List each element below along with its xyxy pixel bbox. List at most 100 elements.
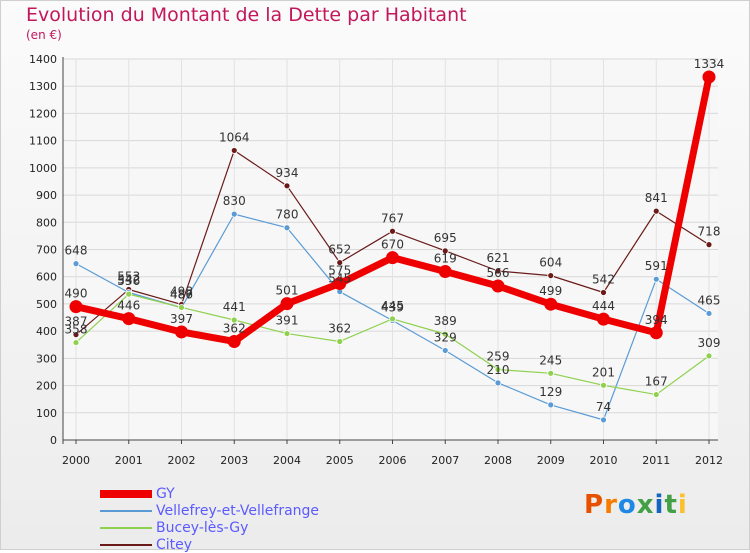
legend-item-bucey: Bucey-lès-Gy bbox=[100, 519, 319, 536]
data-label-citey-2005: 652 bbox=[328, 243, 351, 257]
data-label-bucey-l-s-gy-2007: 389 bbox=[434, 314, 457, 328]
chart-title: Evolution du Montant de la Dette par Hab… bbox=[26, 4, 467, 26]
legend-swatch-gy bbox=[100, 489, 152, 498]
data-label-citey-2002: 498 bbox=[170, 284, 193, 298]
point-citey-2011 bbox=[652, 207, 660, 215]
point-gy-2010 bbox=[597, 312, 610, 326]
point-bucey-l-s-gy-2008 bbox=[494, 366, 502, 373]
legend-swatch-vellefrey bbox=[100, 509, 152, 512]
data-label-gy-2004: 501 bbox=[276, 284, 299, 298]
data-label-vellefrey-et-vellefrange-2004: 780 bbox=[276, 208, 299, 222]
point-gy-2009 bbox=[544, 297, 558, 311]
x-tick-label-2009: 2009 bbox=[537, 454, 565, 467]
data-label-citey-2009: 604 bbox=[539, 256, 562, 270]
data-label-gy-2011: 394 bbox=[645, 313, 668, 327]
point-gy-2007 bbox=[438, 265, 452, 279]
point-citey-2012 bbox=[705, 241, 713, 249]
point-citey-2004 bbox=[283, 182, 291, 190]
point-gy-2012 bbox=[702, 70, 716, 84]
data-label-citey-2011: 841 bbox=[645, 191, 668, 205]
data-label-bucey-l-s-gy-2001: 536 bbox=[117, 274, 140, 288]
data-label-vellefrey-et-vellefrange-2002: 486 bbox=[170, 288, 193, 302]
data-label-gy-2006: 670 bbox=[381, 238, 404, 252]
point-bucey-l-s-gy-2001 bbox=[125, 290, 133, 298]
y-tick-label-900: 900 bbox=[36, 189, 57, 202]
data-label-gy-2005: 575 bbox=[328, 264, 351, 278]
point-vellefrey-et-vellefrange-2008 bbox=[494, 379, 502, 387]
point-gy-2003 bbox=[227, 334, 241, 348]
data-label-citey-2006: 767 bbox=[381, 211, 404, 225]
y-tick-label-1300: 1300 bbox=[29, 80, 57, 93]
data-label-vellefrey-et-vellefrange-2009: 129 bbox=[539, 385, 562, 399]
point-bucey-l-s-gy-2011 bbox=[652, 391, 660, 398]
y-tick-label-1400: 1400 bbox=[29, 53, 57, 66]
point-citey-2009 bbox=[547, 272, 555, 280]
point-vellefrey-et-vellefrange-2000 bbox=[72, 260, 80, 268]
point-gy-2006 bbox=[386, 251, 399, 265]
point-bucey-l-s-gy-2004 bbox=[283, 330, 291, 337]
point-gy-2001 bbox=[122, 312, 136, 326]
data-label-citey-2000: 387 bbox=[65, 315, 88, 329]
y-tick-label-0: 0 bbox=[50, 434, 57, 447]
point-vellefrey-et-vellefrange-2009 bbox=[547, 401, 555, 409]
data-label-bucey-l-s-gy-2002: 487 bbox=[170, 287, 193, 301]
point-bucey-l-s-gy-2009 bbox=[547, 369, 555, 377]
point-bucey-l-s-gy-2003 bbox=[230, 316, 238, 324]
point-gy-2008 bbox=[491, 279, 505, 293]
y-tick-label-1000: 1000 bbox=[29, 162, 57, 175]
point-bucey-l-s-gy-2012 bbox=[705, 352, 713, 360]
data-label-vellefrey-et-vellefrange-2012: 465 bbox=[698, 293, 721, 307]
x-tick-label-2003: 2003 bbox=[220, 454, 248, 467]
x-tick-label-2010: 2010 bbox=[590, 454, 618, 467]
y-tick-label-600: 600 bbox=[36, 271, 57, 284]
data-label-gy-2002: 397 bbox=[170, 312, 193, 326]
y-tick-label-1100: 1100 bbox=[29, 135, 57, 148]
x-tick-label-2007: 2007 bbox=[431, 454, 459, 467]
legend-item-gy: GY bbox=[100, 485, 319, 502]
data-label-citey-2004: 934 bbox=[276, 166, 299, 180]
data-label-citey-2012: 718 bbox=[698, 225, 721, 239]
data-label-citey-2007: 695 bbox=[434, 231, 457, 245]
data-label-gy-2012: 1334 bbox=[694, 57, 725, 71]
data-label-gy-2001: 446 bbox=[117, 299, 140, 313]
point-bucey-l-s-gy-2010 bbox=[600, 381, 607, 389]
point-vellefrey-et-vellefrange-2007 bbox=[441, 347, 449, 354]
x-tick-label-2008: 2008 bbox=[484, 454, 512, 467]
y-tick-label-100: 100 bbox=[36, 407, 57, 420]
point-gy-2011 bbox=[649, 326, 663, 340]
data-label-gy-2009: 499 bbox=[539, 284, 562, 298]
data-label-vellefrey-et-vellefrange-2003: 830 bbox=[223, 194, 246, 208]
chart-subtitle: (en €) bbox=[26, 28, 62, 42]
point-bucey-l-s-gy-2006 bbox=[389, 315, 396, 323]
data-label-vellefrey-et-vellefrange-2008: 210 bbox=[487, 363, 510, 377]
point-citey-2006 bbox=[389, 227, 396, 235]
data-label-bucey-l-s-gy-2012: 309 bbox=[698, 336, 721, 350]
x-tick-label-2000: 2000 bbox=[62, 454, 90, 467]
data-label-gy-2010: 444 bbox=[592, 299, 615, 313]
point-citey-2005 bbox=[336, 259, 344, 266]
point-gy-2004 bbox=[280, 297, 294, 311]
point-bucey-l-s-gy-2002 bbox=[178, 304, 185, 311]
y-tick-label-300: 300 bbox=[36, 352, 57, 365]
data-label-bucey-l-s-gy-2004: 391 bbox=[276, 314, 299, 328]
data-label-bucey-l-s-gy-2008: 259 bbox=[487, 350, 510, 364]
data-label-citey-2008: 621 bbox=[487, 251, 510, 265]
point-vellefrey-et-vellefrange-2010 bbox=[600, 416, 607, 424]
data-label-vellefrey-et-vellefrange-2010: 74 bbox=[596, 400, 611, 414]
x-tick-label-2004: 2004 bbox=[273, 454, 301, 467]
x-tick-label-2005: 2005 bbox=[326, 454, 354, 467]
data-label-bucey-l-s-gy-2010: 201 bbox=[592, 365, 615, 379]
x-tick-label-2006: 2006 bbox=[379, 454, 407, 467]
data-label-bucey-l-s-gy-2009: 245 bbox=[539, 353, 562, 367]
legend-swatch-bucey bbox=[100, 526, 152, 529]
data-label-bucey-l-s-gy-2011: 167 bbox=[645, 375, 668, 389]
data-label-vellefrey-et-vellefrange-2007: 329 bbox=[434, 330, 457, 344]
y-tick-label-500: 500 bbox=[36, 298, 57, 311]
point-citey-2003 bbox=[230, 147, 238, 154]
point-citey-2007 bbox=[441, 247, 449, 255]
data-label-gy-2007: 619 bbox=[434, 252, 457, 266]
x-tick-label-2002: 2002 bbox=[168, 454, 196, 467]
data-label-bucey-l-s-gy-2005: 362 bbox=[328, 321, 351, 335]
point-bucey-l-s-gy-2007 bbox=[441, 330, 449, 338]
